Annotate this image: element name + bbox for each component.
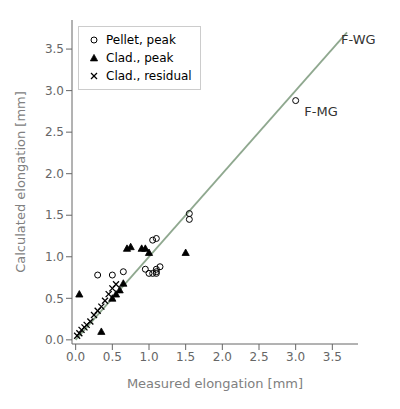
svg-text:3.0: 3.0	[286, 350, 305, 364]
svg-text:1.0: 1.0	[45, 250, 64, 264]
svg-text:Calculated elongation [mm]: Calculated elongation [mm]	[13, 91, 28, 273]
svg-text:F-WG: F-WG	[341, 32, 376, 47]
svg-text:2.0: 2.0	[45, 167, 64, 181]
svg-text:1.5: 1.5	[176, 350, 195, 364]
svg-text:1.5: 1.5	[45, 208, 64, 222]
svg-text:2.5: 2.5	[249, 350, 268, 364]
svg-text:2.0: 2.0	[213, 350, 232, 364]
html-text:Clad., residual: Clad., residual	[106, 69, 192, 83]
html-text:Pellet, peak: Pellet, peak	[106, 33, 176, 47]
html-text:Clad., peak: Clad., peak	[106, 51, 174, 65]
svg-text:3.5: 3.5	[45, 42, 64, 56]
svg-text:0.0: 0.0	[66, 350, 85, 364]
svg-text:1.0: 1.0	[139, 350, 158, 364]
svg-text:0.5: 0.5	[45, 292, 64, 306]
svg-text:3.0: 3.0	[45, 84, 64, 98]
svg-text:0.0: 0.0	[45, 333, 64, 347]
svg-text:0.5: 0.5	[103, 350, 122, 364]
svg-text:2.5: 2.5	[45, 125, 64, 139]
svg-text:F-MG: F-MG	[304, 104, 337, 119]
svg-text:3.5: 3.5	[323, 350, 342, 364]
svg-text:Measured elongation [mm]: Measured elongation [mm]	[127, 376, 303, 391]
